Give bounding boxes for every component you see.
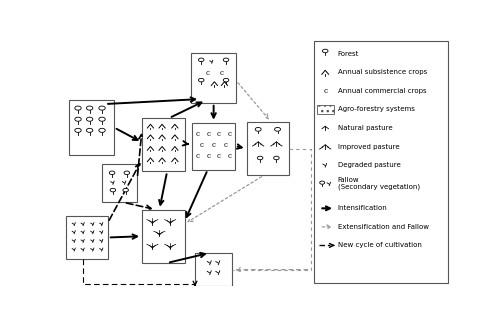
Text: c: c [227,130,231,138]
Circle shape [123,188,128,192]
Circle shape [198,78,204,82]
Text: c: c [196,152,200,160]
Bar [102,164,138,202]
Text: Agro-forestry systems: Agro-forestry systems [338,107,414,112]
Circle shape [274,156,279,160]
Text: c: c [216,130,220,138]
Text: c: c [200,141,204,149]
Text: Improved pasture: Improved pasture [338,143,399,150]
Text: c: c [206,152,210,160]
Circle shape [99,117,105,121]
Bar [142,210,184,263]
Circle shape [86,117,93,121]
Bar [66,216,108,259]
Text: Fallow
(Secondary vegetation): Fallow (Secondary vegetation) [338,177,420,190]
Circle shape [75,106,81,110]
Bar [70,100,114,155]
Text: Annual subsistence crops: Annual subsistence crops [338,69,427,75]
Circle shape [198,58,204,62]
Text: c: c [224,141,228,149]
Circle shape [110,171,115,175]
Circle shape [75,128,81,132]
Circle shape [224,78,229,82]
Bar [195,253,232,286]
Text: Forest: Forest [338,51,359,57]
Text: c: c [216,152,220,160]
Bar [192,53,236,103]
Bar [314,41,448,283]
Circle shape [274,127,280,131]
Text: c: c [220,69,224,77]
Circle shape [99,106,105,110]
Text: c: c [206,130,210,138]
Text: Annual commercial crops: Annual commercial crops [338,88,426,94]
Circle shape [86,106,93,110]
Circle shape [322,49,328,53]
Text: c: c [227,152,231,160]
Circle shape [99,128,105,132]
Circle shape [224,58,229,62]
Text: Degraded pasture: Degraded pasture [338,162,400,168]
Text: New cycle of cultivation: New cycle of cultivation [338,242,421,248]
Circle shape [110,188,116,192]
Text: Extensification and Fallow: Extensification and Fallow [338,224,428,230]
Bar [316,105,334,114]
Circle shape [124,171,130,175]
Bar [142,118,184,171]
Bar [246,122,289,175]
Text: c: c [206,69,210,77]
Circle shape [75,117,81,121]
Text: c: c [196,130,200,138]
Circle shape [320,181,324,184]
Circle shape [86,128,93,132]
Bar [192,123,235,169]
Text: Natural pasture: Natural pasture [338,125,392,131]
Text: Intensification: Intensification [338,205,388,211]
Text: c: c [323,87,328,95]
Circle shape [255,127,261,131]
Text: c: c [212,141,216,149]
Circle shape [258,156,263,160]
